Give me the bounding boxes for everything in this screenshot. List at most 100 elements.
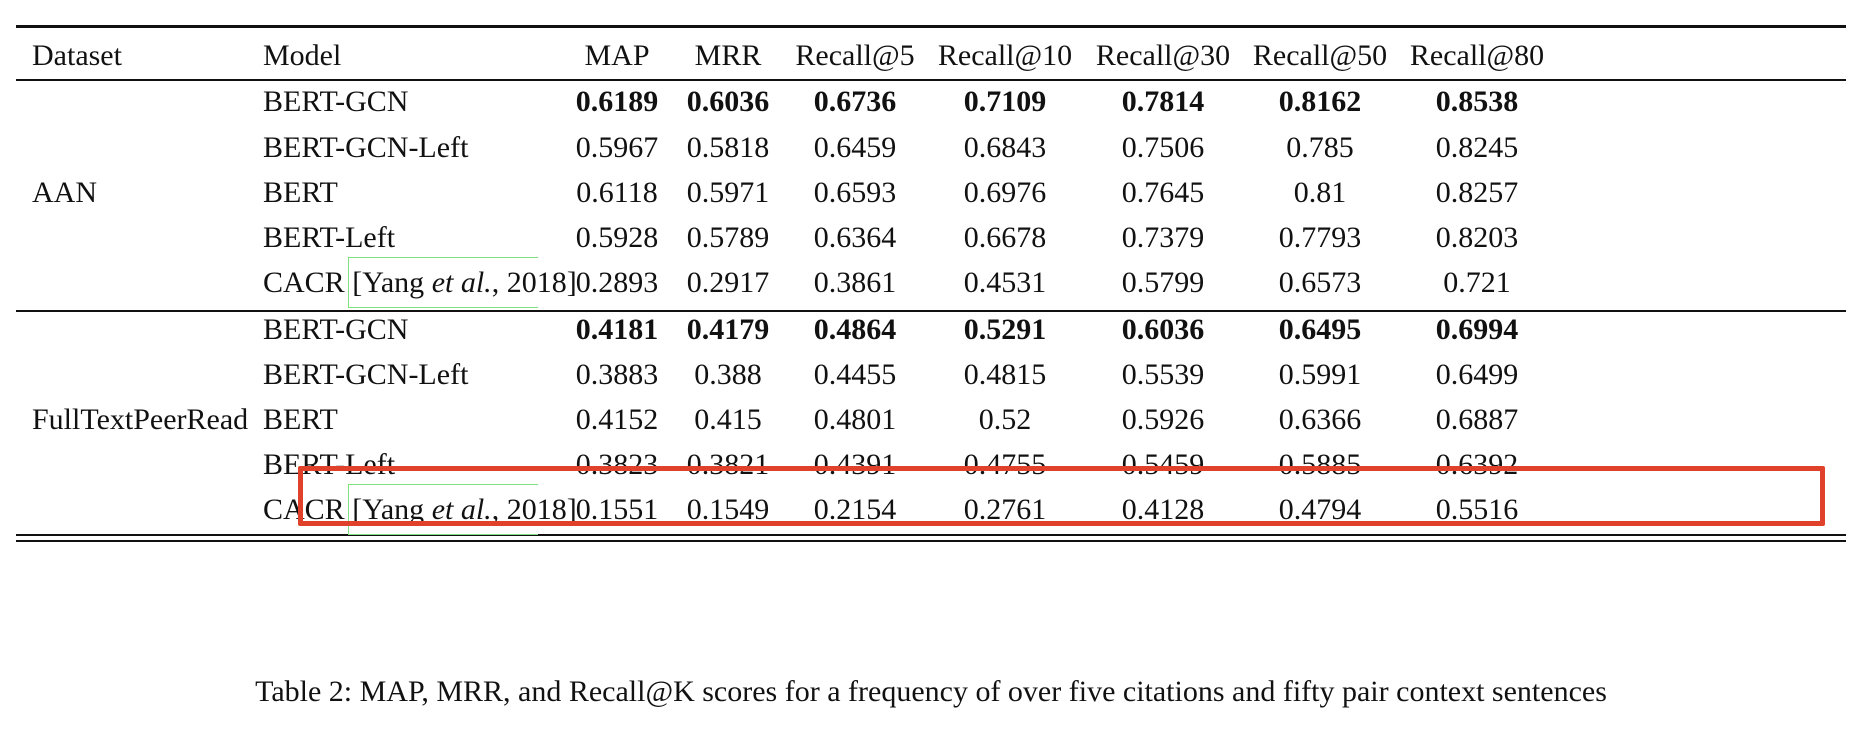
score-cell: 0.4181 xyxy=(575,313,659,346)
model-label: BERT-Left xyxy=(263,221,396,254)
score-cell: 0.6459 xyxy=(813,131,897,164)
score-cell: 0.6593 xyxy=(813,176,897,209)
score-cell: 0.5928 xyxy=(575,221,659,254)
score-cell: 0.7379 xyxy=(1121,221,1205,254)
model-label: CACR xyxy=(263,493,345,526)
score-cell: 0.6887 xyxy=(1435,403,1519,436)
score-cell: 0.6366 xyxy=(1278,403,1362,436)
score-cell: 0.2893 xyxy=(575,266,659,299)
column-header: MAP xyxy=(584,39,650,72)
model-name: BERT xyxy=(263,175,338,211)
model-label: BERT xyxy=(263,176,338,209)
citation[interactable]: Yang et al., 2018 xyxy=(362,493,567,526)
score-cell: 0.8257 xyxy=(1435,176,1519,209)
score-cell: 0.721 xyxy=(1443,266,1511,299)
model-name: CACR [Yang et al., 2018] xyxy=(263,266,577,299)
score-cell: 0.5799 xyxy=(1121,266,1205,299)
score-cell: 0.4152 xyxy=(575,403,659,436)
model-name: BERT xyxy=(263,402,338,438)
score-cell: 0.7109 xyxy=(963,85,1047,118)
score-cell: 0.2917 xyxy=(686,266,770,299)
score-cell: 0.4455 xyxy=(813,358,897,391)
model-label: BERT-GCN-Left xyxy=(263,358,469,391)
score-cell: 0.5991 xyxy=(1278,358,1362,391)
score-cell: 0.5459 xyxy=(1121,448,1205,481)
score-cell: 0.1549 xyxy=(686,493,770,526)
score-cell: 0.7814 xyxy=(1121,85,1205,118)
column-header: Recall@80 xyxy=(1409,39,1545,72)
model-name: BERT-Left xyxy=(263,220,395,256)
score-cell: 0.8203 xyxy=(1435,221,1519,254)
score-cell: 0.3861 xyxy=(813,266,897,299)
score-cell: 0.5539 xyxy=(1121,358,1205,391)
model-label: BERT xyxy=(263,403,338,436)
score-cell: 0.6118 xyxy=(576,176,658,209)
model-name: BERT-GCN-Left xyxy=(263,130,468,166)
score-cell: 0.4755 xyxy=(963,448,1047,481)
score-cell: 0.6843 xyxy=(963,131,1047,164)
dataset-label: AAN xyxy=(32,176,97,209)
header-rule xyxy=(16,79,1846,81)
score-cell: 0.5971 xyxy=(686,176,770,209)
score-cell: 0.6036 xyxy=(1121,313,1205,346)
column-header: MRR xyxy=(694,39,762,72)
score-cell: 0.6994 xyxy=(1435,313,1519,346)
model-name: BERT-Left xyxy=(263,447,395,483)
score-cell: 0.415 xyxy=(694,403,762,436)
score-cell: 0.7645 xyxy=(1121,176,1205,209)
citation-link-box xyxy=(348,257,538,308)
column-header: Model xyxy=(263,39,342,72)
score-cell: 0.4864 xyxy=(813,313,897,346)
column-header: Recall@5 xyxy=(795,39,915,72)
score-cell: 0.6736 xyxy=(813,85,897,118)
score-cell: 0.3883 xyxy=(575,358,659,391)
model-label: BERT-GCN-Left xyxy=(263,131,469,164)
score-cell: 0.4794 xyxy=(1278,493,1362,526)
column-header: Recall@10 xyxy=(937,39,1073,72)
model-name: CACR [Yang et al., 2018] xyxy=(263,493,577,526)
citation-link-box xyxy=(348,484,538,535)
score-cell: 0.6364 xyxy=(813,221,897,254)
score-cell: 0.5291 xyxy=(963,313,1047,346)
score-cell: 0.7793 xyxy=(1278,221,1362,254)
model-name: BERT-GCN-Left xyxy=(263,357,468,393)
table-caption: Table 2: MAP, MRR, and Recall@K scores f… xyxy=(255,675,1607,708)
score-cell: 0.1551 xyxy=(575,493,659,526)
model-label: BERT-GCN xyxy=(263,313,409,346)
score-cell: 0.5885 xyxy=(1278,448,1362,481)
bottom-rule-2 xyxy=(16,540,1846,542)
score-cell: 0.5967 xyxy=(575,131,659,164)
score-cell: 0.5926 xyxy=(1121,403,1205,436)
top-rule xyxy=(16,25,1846,28)
model-label: CACR xyxy=(263,266,345,299)
score-cell: 0.6499 xyxy=(1435,358,1519,391)
group-divider-rule xyxy=(16,310,1846,312)
score-cell: 0.52 xyxy=(978,403,1032,436)
score-cell: 0.4179 xyxy=(686,313,770,346)
score-cell: 0.5818 xyxy=(686,131,770,164)
score-cell: 0.4815 xyxy=(963,358,1047,391)
dataset-label: FullTextPeerRead xyxy=(32,403,249,436)
score-cell: 0.5789 xyxy=(686,221,770,254)
score-cell: 0.2154 xyxy=(813,493,897,526)
highlight-box xyxy=(298,466,1825,526)
citation[interactable]: Yang et al., 2018 xyxy=(362,266,567,299)
score-cell: 0.388 xyxy=(694,358,762,391)
score-cell: 0.4801 xyxy=(813,403,897,436)
score-cell: 0.8245 xyxy=(1435,131,1519,164)
score-cell: 0.3821 xyxy=(686,448,770,481)
score-cell: 0.4531 xyxy=(963,266,1047,299)
column-header: Recall@30 xyxy=(1095,39,1231,72)
score-cell: 0.785 xyxy=(1286,131,1354,164)
score-cell: 0.2761 xyxy=(963,493,1047,526)
model-name: BERT-GCN xyxy=(263,84,408,120)
score-cell: 0.7506 xyxy=(1121,131,1205,164)
score-cell: 0.8538 xyxy=(1435,85,1519,118)
model-label: BERT-Left xyxy=(263,448,396,481)
score-cell: 0.4391 xyxy=(813,448,897,481)
score-cell: 0.6495 xyxy=(1278,313,1362,346)
column-header: Recall@50 xyxy=(1252,39,1388,72)
bottom-rule-1 xyxy=(16,534,1846,536)
model-label: BERT-GCN xyxy=(263,85,409,118)
score-cell: 0.6678 xyxy=(963,221,1047,254)
